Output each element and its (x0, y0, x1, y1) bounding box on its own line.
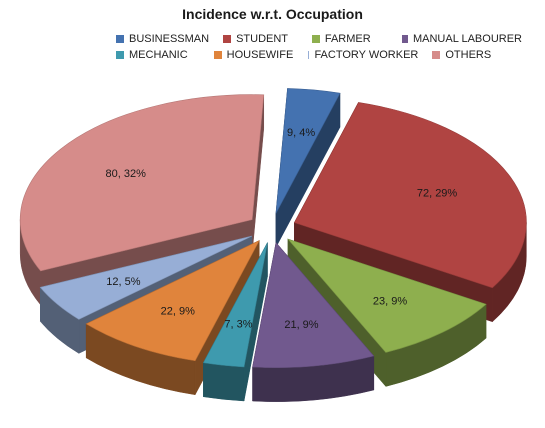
legend-item-businessman: BUSINESSMAN (116, 33, 209, 45)
legend-item-others: OTHERS (432, 49, 522, 61)
legend-item-farmer: FARMER (311, 33, 388, 45)
data-label-businessman: 9, 4% (287, 127, 315, 139)
legend-label-businessman: BUSINESSMAN (129, 33, 210, 45)
pie-top-faces (19, 88, 527, 368)
pie-slice-mechanic (202, 242, 268, 368)
pie-data-labels: 9, 4% 72, 29% 23, 9% 21, 9% 7, 3% 22, 9% 12, 5… (106, 127, 458, 331)
legend-swatch-others (432, 51, 441, 59)
legend-label-housewife: HOUSEWIFE (226, 49, 294, 61)
legend-swatch-manual-labourer (402, 35, 408, 43)
legend-label-mechanic: MECHANIC (129, 49, 188, 61)
legend-label-others: OTHERS (445, 49, 492, 61)
pie-slice-businessman (275, 88, 341, 214)
legend-swatch-farmer (311, 35, 320, 43)
legend-item-manual-labourer: MANUAL LABOURER (402, 33, 522, 45)
data-label-housewife: 22, 9% (161, 305, 195, 317)
data-label-mechanic: 7, 3% (224, 319, 252, 331)
legend-label-factory-worker: FACTORY WORKER (314, 49, 419, 61)
legend-swatch-student (223, 35, 232, 43)
data-label-manual-labourer: 21, 9% (284, 319, 318, 331)
pie-slice-manual-labourer (252, 242, 375, 368)
legend-swatch-factory-worker (308, 51, 310, 59)
legend-swatch-businessman (116, 35, 124, 43)
pie-slice-housewife (85, 239, 260, 362)
legend-swatch-mechanic (116, 51, 124, 59)
pie-slice-factory-worker (39, 235, 252, 320)
chart-legend: BUSINESSMAN STUDENT FARMER MANUAL LABOUR… (116, 31, 536, 63)
data-label-others: 80, 32% (106, 168, 147, 180)
legend-item-factory-worker: FACTORY WORKER (308, 49, 418, 61)
chart-title: Incidence w.r.t. Occupation (182, 6, 363, 22)
legend-item-student: STUDENT (223, 33, 298, 45)
pie-slice-student (293, 102, 527, 289)
legend-label-farmer: FARMER (324, 33, 371, 45)
legend-item-mechanic: MECHANIC (116, 49, 200, 61)
data-label-student: 72, 29% (417, 188, 458, 200)
data-label-factory-worker: 12, 5% (106, 276, 140, 288)
pie-slice-farmer (287, 238, 487, 353)
legend-label-student: STUDENT (236, 33, 289, 45)
data-label-farmer: 23, 9% (373, 296, 407, 308)
pie-slice-others (19, 94, 265, 272)
legend-item-housewife: HOUSEWIFE (213, 49, 295, 61)
legend-label-manual-labourer: MANUAL LABOURER (412, 33, 522, 45)
slice-rim-mechanic (203, 362, 245, 402)
legend-swatch-housewife (213, 51, 222, 59)
